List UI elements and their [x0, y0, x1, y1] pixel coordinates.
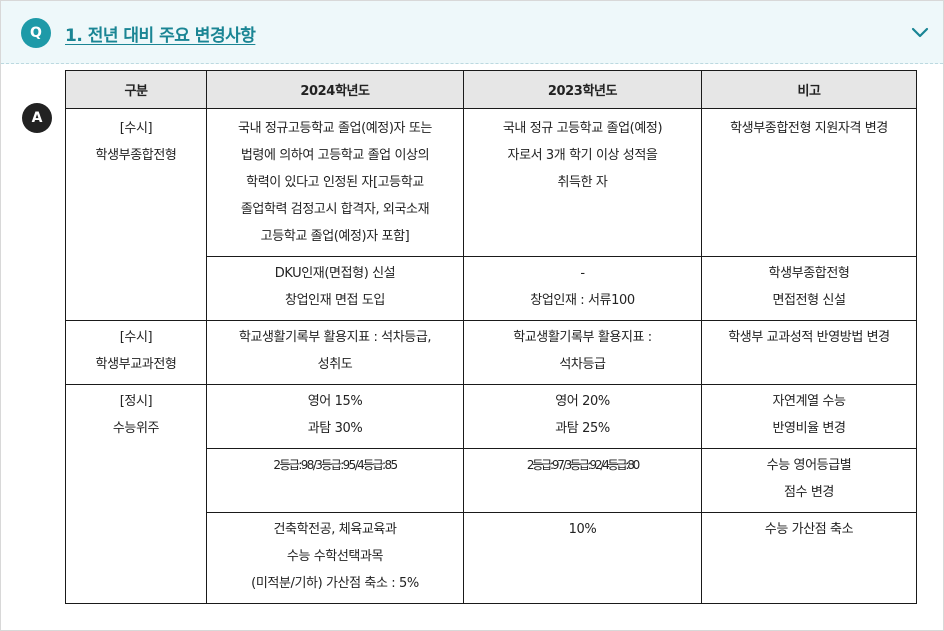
cell-line: (미적분/기하) 가산점 축소 : 5%	[251, 576, 419, 591]
cell-2023: 국내 정규 고등학교 졸업(예정) 자로서 3개 학기 이상 성적을 취득한 자	[463, 108, 702, 257]
cell-line: 2등급:97/3등급:92/4등급:80	[526, 458, 640, 472]
cell-line: 학생부종합전형	[768, 266, 850, 281]
cell-line: DKU인재(면접형) 신설	[274, 266, 396, 281]
cell-line: 점수 변경	[784, 485, 834, 500]
table-row: 건축학전공, 체육교육과 수능 수학선택과목 (미적분/기하) 가산점 축소 :…	[66, 512, 917, 604]
cell-line: 석차등급	[559, 357, 606, 372]
header-2023: 2023학년도	[463, 70, 702, 109]
category-cell: [수시] 학생부종합전형	[65, 108, 207, 321]
header-category: 구분	[65, 70, 207, 109]
question-title[interactable]: 1. 전년 대비 주요 변경사항	[65, 26, 256, 46]
cell-line: 학생부 교과성적 반영방법 변경	[728, 330, 890, 345]
cell-note: 학생부 교과성적 반영방법 변경	[701, 320, 917, 385]
cell-note: 자연계열 수능 반영비율 변경	[701, 384, 917, 449]
cell-note: 수능 영어등급별 점수 변경	[701, 448, 917, 513]
category-line: 학생부교과전형	[95, 357, 177, 372]
table-header-row: 구분 2024학년도 2023학년도 비고	[65, 70, 917, 109]
cell-2024: DKU인재(면접형) 신설 창업인재 면접 도입	[206, 256, 464, 321]
table-row: 2등급:98/3등급:95/4등급:85 2등급:97/3등급:92/4등급:8…	[66, 448, 917, 513]
cell-note: 학생부종합전형 지원자격 변경	[701, 108, 917, 257]
cell-line: 법령에 의하여 고등학교 졸업 이상의	[240, 148, 430, 163]
cell-2023: 10%	[463, 512, 702, 604]
cell-line: 수능 수학선택과목	[286, 549, 384, 564]
cell-line: 반영비율 변경	[772, 421, 846, 436]
question-header[interactable]: Q 1. 전년 대비 주요 변경사항	[1, 1, 943, 64]
cell-2024: 건축학전공, 체육교육과 수능 수학선택과목 (미적분/기하) 가산점 축소 :…	[206, 512, 464, 604]
cell-line: 학생부종합전형 지원자격 변경	[730, 121, 888, 136]
cell-2023: 학교생활기록부 활용지표 : 석차등급	[463, 320, 702, 385]
cell-note: 수능 가산점 축소	[701, 512, 917, 604]
cell-note: 학생부종합전형 면접전형 신설	[701, 256, 917, 321]
cell-line: 과탐 25%	[555, 421, 610, 436]
cell-line: 국내 정규고등학교 졸업(예정)자 또는	[238, 121, 432, 136]
header-2024: 2024학년도	[206, 70, 464, 109]
header-note: 비고	[701, 70, 917, 109]
cell-line: 면접전형 신설	[772, 293, 846, 308]
cell-line: 자연계열 수능	[772, 394, 846, 409]
table-row: DKU인재(면접형) 신설 창업인재 면접 도입 - 창업인재 : 서류100 …	[66, 256, 917, 321]
table-row: [수시] 학생부종합전형 국내 정규고등학교 졸업(예정)자 또는 법령에 의하…	[65, 108, 917, 321]
cell-line: 자로서 3개 학기 이상 성적을	[507, 148, 658, 163]
table-row: [정시] 수능위주 영어 15% 과탐 30% 영어 20% 과탐 25% 자연…	[65, 384, 917, 604]
cell-line: 과탐 30%	[307, 421, 363, 436]
cell-line: 국내 정규 고등학교 졸업(예정)	[502, 121, 663, 136]
category-line: 학생부종합전형	[95, 148, 177, 163]
cell-line: 성취도	[317, 357, 353, 372]
cell-line: 고등학교 졸업(예정)자 포함]	[260, 229, 410, 244]
cell-line: 창업인재 면접 도입	[285, 293, 385, 308]
cell-line: -	[580, 266, 585, 281]
question-badge: Q	[21, 18, 51, 48]
cell-2023: 영어 20% 과탐 25%	[463, 384, 702, 449]
cell-2023: 2등급:97/3등급:92/4등급:80	[463, 448, 702, 513]
cell-line: 학교생활기록부 활용지표 : 석차등급,	[238, 330, 432, 345]
cell-2024: 영어 15% 과탐 30%	[206, 384, 464, 449]
cell-line: 취득한 자	[557, 175, 608, 190]
cell-2024: 2등급:98/3등급:95/4등급:85	[206, 448, 464, 513]
cell-line: 창업인재 : 서류100	[530, 293, 635, 308]
cell-2023: - 창업인재 : 서류100	[463, 256, 702, 321]
cell-line: 10%	[568, 522, 597, 537]
cell-line: 영어 15%	[307, 394, 363, 409]
category-line: [정시]	[119, 394, 153, 409]
chevron-down-icon[interactable]	[909, 21, 931, 43]
cell-line: 학교생활기록부 활용지표 :	[513, 330, 652, 345]
cell-line: 영어 20%	[555, 394, 610, 409]
cell-line: 수능 영어등급별	[766, 458, 852, 473]
cell-line: 수능 가산점 축소	[764, 522, 854, 537]
category-line: 수능위주	[112, 421, 160, 436]
changes-table: 구분 2024학년도 2023학년도 비고 [수시] 학생부종합전형 국내 정규…	[65, 70, 917, 604]
cell-line: 건축학전공, 체육교육과	[273, 522, 397, 537]
category-cell: [정시] 수능위주	[65, 384, 207, 604]
cell-2024: 국내 정규고등학교 졸업(예정)자 또는 법령에 의하여 고등학교 졸업 이상의…	[206, 108, 464, 257]
table-row: [수시] 학생부교과전형 학교생활기록부 활용지표 : 석차등급, 성취도 학교…	[65, 320, 917, 385]
answer-badge: A	[22, 103, 52, 133]
category-line: [수시]	[119, 121, 153, 136]
category-line: [수시]	[119, 330, 153, 345]
cell-line: 학력이 있다고 인정된 자[고등학교	[246, 175, 424, 190]
category-cell: [수시] 학생부교과전형	[65, 320, 207, 385]
cell-2024: 학교생활기록부 활용지표 : 석차등급, 성취도	[206, 320, 464, 385]
cell-line: 졸업학력 검정고시 합격자, 외국소재	[240, 202, 430, 217]
cell-line: 2등급:98/3등급:95/4등급:85	[273, 458, 398, 472]
